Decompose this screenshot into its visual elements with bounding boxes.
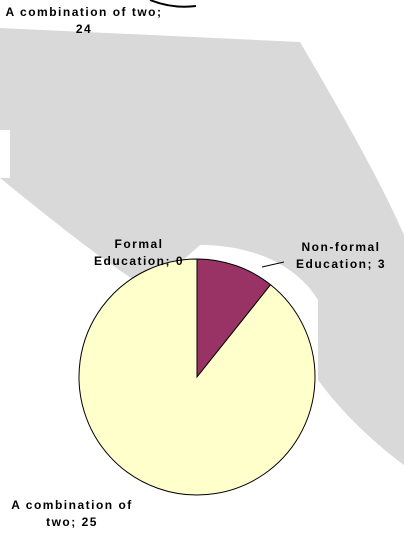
- slice-label: Formal Education; 0: [93, 237, 184, 268]
- shadow: [0, 28, 404, 465]
- slice-label: Non-formal Education; 3: [295, 240, 386, 271]
- previous-chart-edge: [149, 0, 197, 8]
- pie-slice: [196, 258, 272, 379]
- leader-line: [261, 261, 285, 268]
- slice-label: A combination of two; 25: [11, 498, 133, 529]
- annotation: A combination of two; 24: [5, 5, 163, 36]
- pie-slice: [78, 258, 316, 496]
